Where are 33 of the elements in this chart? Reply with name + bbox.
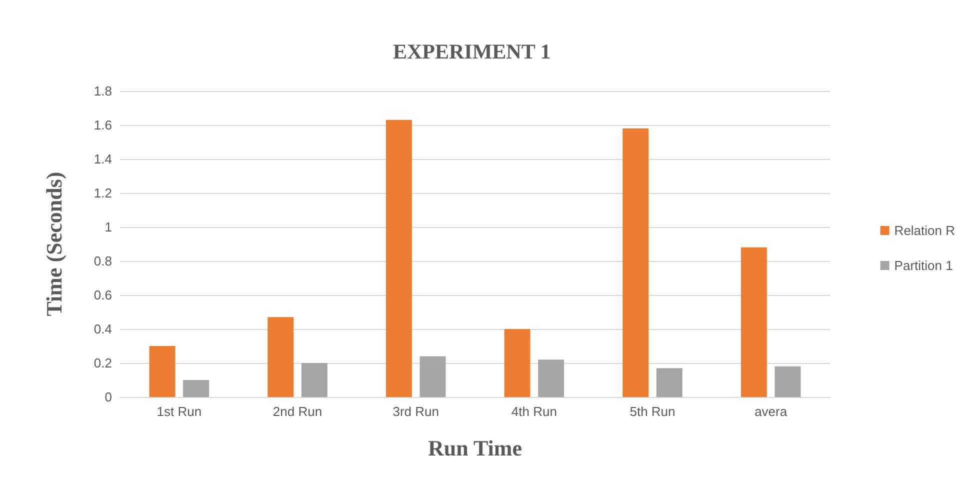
x-axis-title: Run Time <box>428 436 522 460</box>
y-tick-label: 0 <box>104 390 112 404</box>
x-tick-label: 4th Run <box>511 404 557 419</box>
y-axis-title: Time (Seconds) <box>42 172 66 316</box>
bar <box>774 366 801 397</box>
legend-label: Relation R <box>894 223 956 238</box>
x-tick-label: 3rd Run <box>392 404 439 419</box>
y-tick-label: 1.4 <box>94 152 112 166</box>
y-tick-label: 0.8 <box>94 254 112 268</box>
bar <box>301 363 328 397</box>
bar <box>386 120 412 397</box>
bar <box>268 317 294 397</box>
bar <box>622 128 649 397</box>
y-tick-label: 0.2 <box>94 356 112 370</box>
bar <box>504 329 530 397</box>
y-tick-label: 1 <box>104 220 112 234</box>
chart-title: EXPERIMENT 1 <box>393 40 551 64</box>
x-tick-label: 1st Run <box>156 404 202 419</box>
bar <box>740 247 767 397</box>
y-tick-label: 1.2 <box>94 186 112 200</box>
y-tick-label: 0.4 <box>94 322 112 336</box>
bar <box>538 360 564 397</box>
x-tick-label: avera <box>754 404 788 419</box>
bar <box>149 346 176 397</box>
legend-label: Partition 1 <box>894 258 953 273</box>
bar <box>656 368 682 397</box>
x-tick-label: 2nd Run <box>272 404 322 419</box>
y-tick-label: 1.8 <box>94 84 112 98</box>
y-tick-label: 1.6 <box>94 118 112 132</box>
x-tick-label: 5th Run <box>630 404 676 419</box>
y-tick-label: 0.6 <box>94 288 112 302</box>
bar <box>420 356 446 397</box>
bar <box>183 380 210 397</box>
